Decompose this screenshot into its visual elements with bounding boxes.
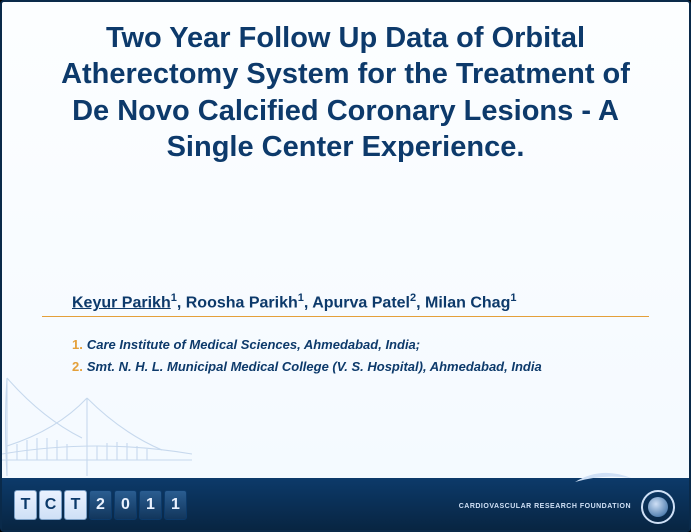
author-2: Apurva Patel [312, 294, 410, 311]
author-3: Milan Chag [425, 294, 510, 311]
author-3-sup: 1 [510, 292, 516, 304]
tct-chip-T1: T [14, 490, 37, 520]
swoosh-icon [573, 470, 633, 486]
tct-chip-C: C [39, 490, 62, 520]
crf-branding: CARDIOVASCULAR RESEARCH FOUNDATION [459, 490, 675, 524]
affiliation-1-num: 1. [72, 337, 83, 352]
tct-logo: T C T 2 0 1 1 [14, 490, 187, 520]
affiliation-2-text: Smt. N. H. L. Municipal Medical College … [87, 359, 542, 374]
lead-author: Keyur Parikh [72, 294, 171, 311]
tct-chip-0: 0 [114, 490, 137, 520]
crf-seal-inner [648, 497, 668, 517]
lead-author-sup: 1 [171, 292, 177, 304]
affiliations-block: 1. Care Institute of Medical Sciences, Ah… [72, 334, 639, 378]
crf-org-text: CARDIOVASCULAR RESEARCH FOUNDATION [459, 503, 631, 511]
author-2-sup: 2 [410, 292, 416, 304]
affiliation-2: 2. Smt. N. H. L. Municipal Medical Colleg… [72, 356, 639, 378]
slide-container: Two Year Follow Up Data of Orbital Ather… [0, 0, 691, 532]
affiliation-1: 1. Care Institute of Medical Sciences, Ah… [72, 334, 639, 356]
slide-title: Two Year Follow Up Data of Orbital Ather… [2, 2, 689, 165]
affiliation-1-text: Care Institute of Medical Sciences, Ahme… [87, 337, 420, 352]
tct-chip-1a: 1 [139, 490, 162, 520]
bridge-graphic [2, 368, 192, 478]
lead-author-name: Keyur Parikh [72, 294, 171, 311]
crf-seal-icon [641, 490, 675, 524]
author-1: Roosha Parikh [186, 294, 298, 311]
tct-chip-2: 2 [89, 490, 112, 520]
affiliation-2-num: 2. [72, 359, 83, 374]
authors-underline [42, 316, 649, 317]
author-1-sup: 1 [298, 292, 304, 304]
authors-line: Keyur Parikh1, Roosha Parikh1, Apurva Pa… [72, 292, 619, 312]
tct-chip-T2: T [64, 490, 87, 520]
tct-chip-1b: 1 [164, 490, 187, 520]
